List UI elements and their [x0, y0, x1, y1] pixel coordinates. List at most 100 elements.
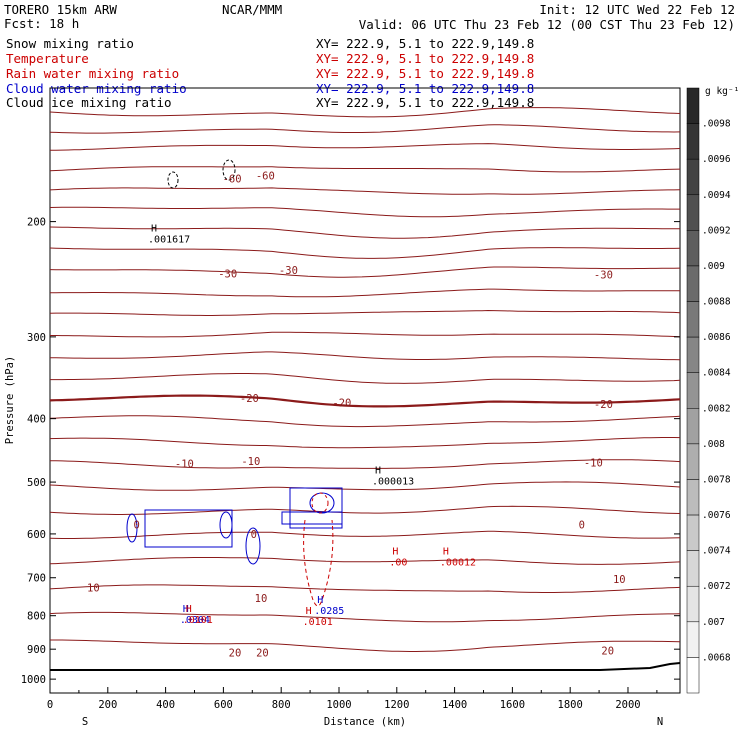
- extremum-letter: H: [375, 465, 381, 476]
- colorbar-label: .0086: [702, 332, 731, 343]
- colorbar-swatch: [686, 657, 700, 694]
- cloud-water-contour: [289, 487, 343, 529]
- x-tick-label: 1600: [500, 699, 525, 711]
- x-axis: 0 200 400 600 800 1000 1200 1400 1600 1800 2000: [47, 687, 658, 711]
- colorbar-label: .009: [702, 261, 725, 272]
- x-tick-label: 1200: [384, 699, 409, 711]
- x-tick-label: 1400: [442, 699, 467, 711]
- snow-contour: [222, 159, 236, 181]
- temperature-label: 20: [601, 645, 614, 657]
- y-tick-label: 900: [27, 644, 46, 656]
- field-name-snow: Snow mixing ratio: [6, 36, 134, 51]
- y-tick-label: 500: [27, 477, 46, 489]
- isotherm-line: [49, 481, 681, 491]
- isotherm-line: [49, 557, 681, 565]
- isotherm-line: [49, 166, 681, 173]
- colorbar-swatch: [686, 621, 700, 658]
- colorbar-label: .008: [702, 439, 725, 450]
- cloud-water-contour: [245, 527, 261, 565]
- y-tick-label: 300: [27, 332, 46, 344]
- temperature-label: -30: [218, 268, 237, 280]
- temperature-label: -20: [594, 399, 613, 411]
- isotherm-line: [49, 415, 681, 428]
- colorbar-label: .0088: [702, 297, 731, 308]
- extremum-letter: H: [317, 595, 323, 606]
- isotherm-line: [50, 288, 680, 298]
- colorbar-swatch: [686, 550, 700, 587]
- temperature-label: -60: [256, 170, 275, 182]
- colorbar-label: .0084: [702, 368, 731, 379]
- colorbar-swatch: [686, 372, 700, 409]
- isotherm-line: [50, 373, 681, 384]
- header: TORERO 15km ARW Fcst: 18 h NCAR/MMM Init…: [4, 2, 735, 32]
- field-xy-temperature: XY= 222.9, 5.1 to 222.9,149.8: [316, 51, 534, 66]
- contour-layer: [49, 107, 681, 671]
- colorbar-swatch: [686, 336, 700, 373]
- isotherm-line: [49, 505, 681, 515]
- colorbar: g kg⁻¹ .0098 .0096 .0094 .0092 .009 .0088 .008…: [686, 86, 739, 694]
- x-tick-label: 800: [272, 699, 291, 711]
- extremum-value: .000013: [372, 476, 414, 487]
- isotherm-line: [50, 639, 681, 652]
- extremum-letter: H: [151, 223, 157, 234]
- x-tick-label: 200: [98, 699, 117, 711]
- temperature-label: 0: [134, 519, 140, 531]
- colorbar-label: .0096: [702, 154, 731, 165]
- colorbar-label: .0098: [702, 119, 731, 130]
- temperature-label: -10: [175, 458, 194, 470]
- field-xy-rain: XY= 222.9, 5.1 to 222.9,149.8: [316, 66, 534, 81]
- extremum-letter: H: [306, 606, 312, 617]
- colorbar-swatch: [686, 514, 700, 551]
- model-label: TORERO 15km ARW: [4, 2, 117, 17]
- x-end-label-south: S: [82, 716, 88, 728]
- temperature-label: 20: [229, 647, 242, 659]
- surface-line: [50, 662, 681, 671]
- cloud-water-contour: [281, 511, 343, 525]
- isotherm-line: [49, 394, 681, 408]
- temperature-label: 0: [251, 529, 257, 541]
- temperature-label: -30: [594, 270, 613, 282]
- y-tick-label: 200: [27, 217, 46, 229]
- extremum-letter: H: [443, 546, 449, 557]
- rain-water-contour: [311, 492, 329, 514]
- field-xy-cloud-ice: XY= 222.9, 5.1 to 222.9,149.8: [316, 95, 534, 110]
- x-tick-label: 600: [214, 699, 233, 711]
- colorbar-swatch: [686, 443, 700, 480]
- y-tick-label: 800: [27, 611, 46, 623]
- isotherm-line: [50, 143, 681, 151]
- isotherm-line: [49, 437, 681, 449]
- temperature-label: -10: [584, 458, 603, 470]
- temperature-label: -60: [223, 174, 242, 186]
- colorbar-label: .0078: [702, 474, 731, 485]
- extremum-letter: H: [186, 604, 192, 615]
- colorbar-swatch: [686, 87, 700, 124]
- temperature-label: 20: [256, 647, 269, 659]
- temperature-label: 10: [87, 583, 100, 595]
- isotherm-line: [49, 530, 681, 539]
- isotherm-line: [49, 584, 681, 593]
- colorbar-swatch: [686, 230, 700, 267]
- isotherm-line: [49, 187, 681, 195]
- extremum-value: .0304: [180, 615, 210, 626]
- isotherm-line: [50, 351, 681, 361]
- colorbar-swatch: [686, 479, 700, 516]
- x-tick-label: 0: [47, 699, 53, 711]
- isotherm-line: [49, 206, 680, 218]
- colorbar-label: .007: [702, 617, 725, 628]
- isotherm-line: [49, 124, 681, 134]
- y-tick-label: 600: [27, 529, 46, 541]
- field-name-temperature: Temperature: [6, 51, 89, 66]
- cloud-water-contour: [219, 511, 233, 539]
- extremum-value: .00012: [440, 557, 476, 568]
- forecast-label: Fcst: 18 h: [4, 16, 79, 31]
- isotherm-line: [49, 247, 681, 259]
- isotherm-line: [49, 459, 681, 469]
- colorbar-unit: g kg⁻¹: [705, 86, 739, 97]
- temperature-label: -20: [240, 393, 259, 405]
- colorbar-label: .0074: [702, 546, 731, 557]
- temperature-label: 10: [255, 593, 268, 605]
- y-tick-label: 400: [27, 414, 46, 426]
- x-tick-label: 1800: [558, 699, 583, 711]
